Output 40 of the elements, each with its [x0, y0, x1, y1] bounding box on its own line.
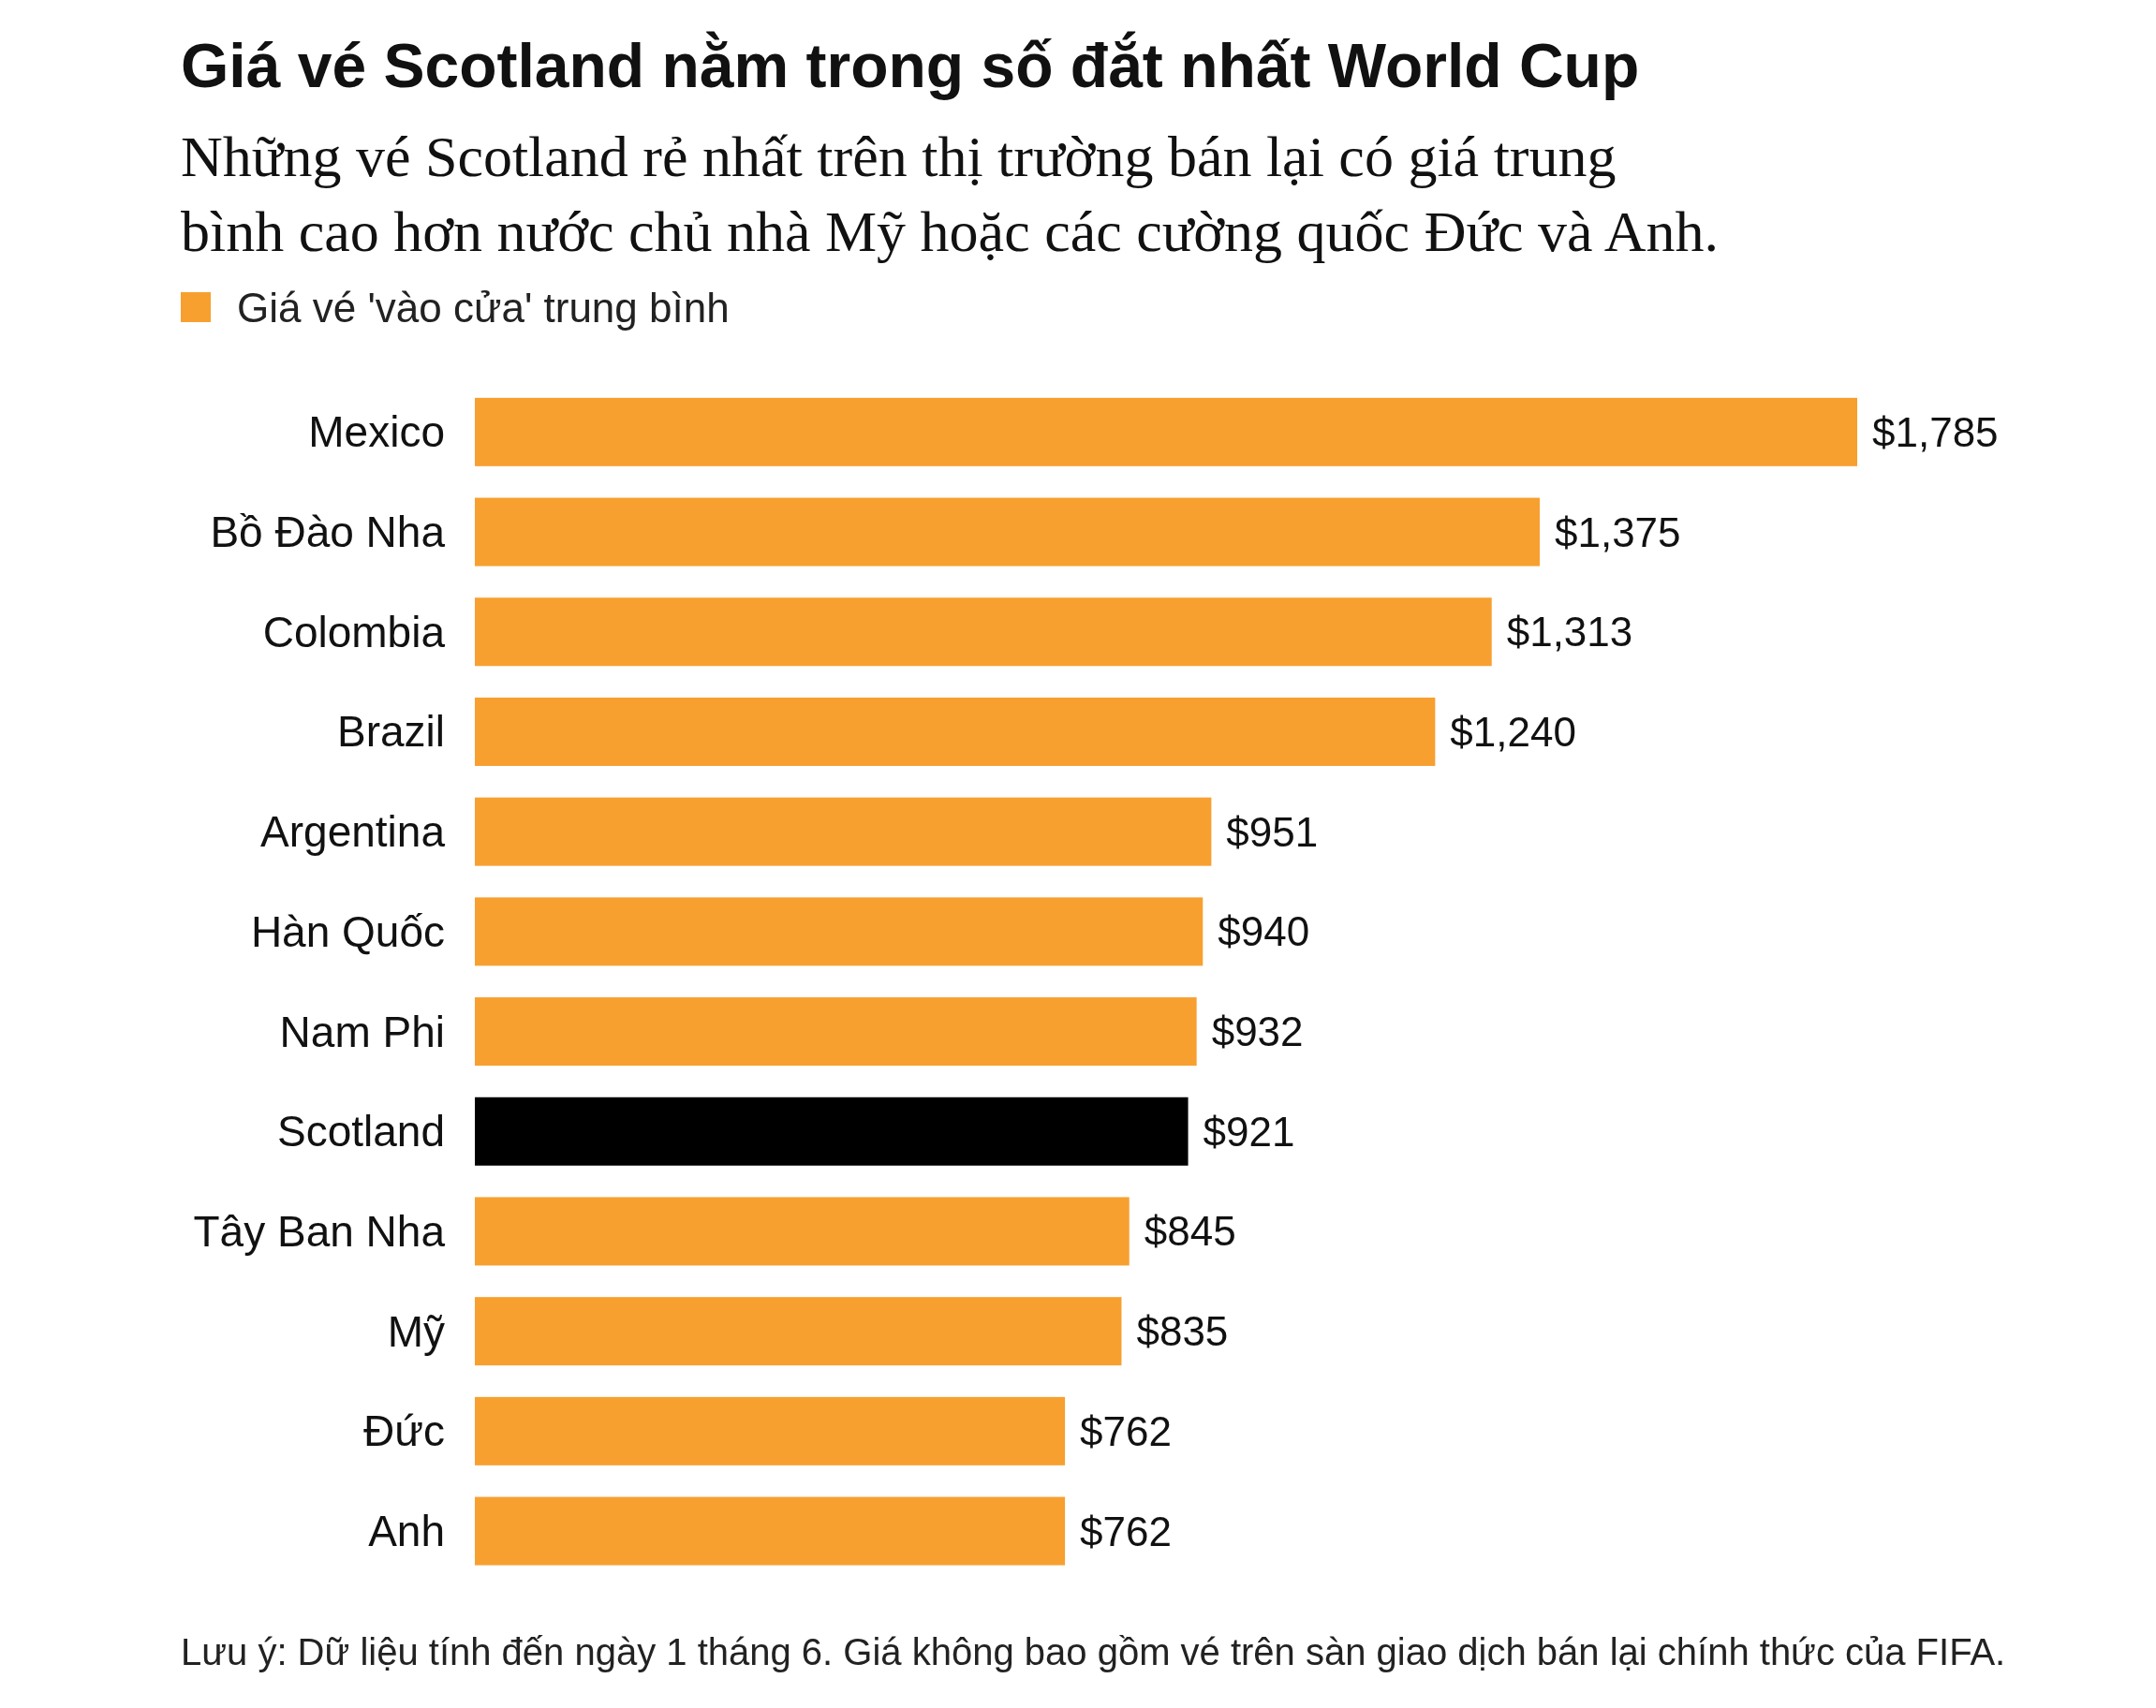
chart-title: Giá vé Scotland nằm trong số đắt nhất World Cup — [181, 31, 1640, 100]
y-tick-label: Scotland — [276, 1107, 445, 1156]
bar — [475, 597, 1492, 667]
y-tick-label: Mexico — [308, 407, 445, 457]
bar — [475, 397, 1857, 466]
data-label: $940 — [1218, 908, 1310, 955]
data-label: $835 — [1136, 1308, 1229, 1355]
chart-subtitle: Những vé Scotland rẻ nhất trên thị trường bán lại có giá trung bình cao hơn nước chủ nhà Mỹ hoặc các cường quốc Đức và Anh. — [181, 125, 1719, 263]
y-tick-label: Nam Phi — [279, 1007, 445, 1056]
y-tick-label: Bồ Đào Nha — [210, 508, 446, 557]
y-tick-label: Brazil — [336, 707, 445, 757]
bar — [475, 1197, 1130, 1266]
bar — [475, 1396, 1066, 1465]
y-tick-label: Hàn Quốc — [250, 906, 445, 956]
data-label: $951 — [1226, 808, 1319, 855]
y-tick-label: Anh — [368, 1507, 445, 1556]
bar — [475, 697, 1436, 766]
y-tick-label: Mỹ — [387, 1306, 445, 1356]
bar — [475, 497, 1540, 567]
data-label: $932 — [1211, 1009, 1304, 1055]
data-label: $1,240 — [1450, 708, 1576, 755]
data-label: $1,785 — [1872, 408, 1999, 455]
legend-label: Giá vé 'vào cửa' trung bình — [237, 284, 730, 331]
y-tick-label: Đức — [362, 1406, 445, 1456]
data-label: $762 — [1080, 1407, 1172, 1454]
data-label: $1,375 — [1554, 508, 1681, 555]
y-tick-label: Tây Ban Nha — [193, 1206, 446, 1256]
bar — [475, 1496, 1066, 1566]
bar — [475, 1097, 1189, 1166]
bar — [475, 997, 1197, 1067]
bar — [475, 1297, 1122, 1366]
text: Lưu ý: Dữ liệu tính đến ngày 1 tháng 6. Giá không bao gồm vé trên sàn giao dịch bán lại chính thức của FIFA. — [181, 1631, 2006, 1673]
data-label: $921 — [1203, 1108, 1295, 1155]
data-label: $1,313 — [1506, 609, 1633, 655]
y-tick-label: Argentina — [260, 807, 446, 857]
data-label: $845 — [1144, 1208, 1236, 1255]
y-tick-label: Colombia — [262, 607, 446, 656]
bar — [475, 797, 1212, 866]
data-label: $762 — [1080, 1508, 1172, 1554]
bar — [475, 897, 1204, 966]
